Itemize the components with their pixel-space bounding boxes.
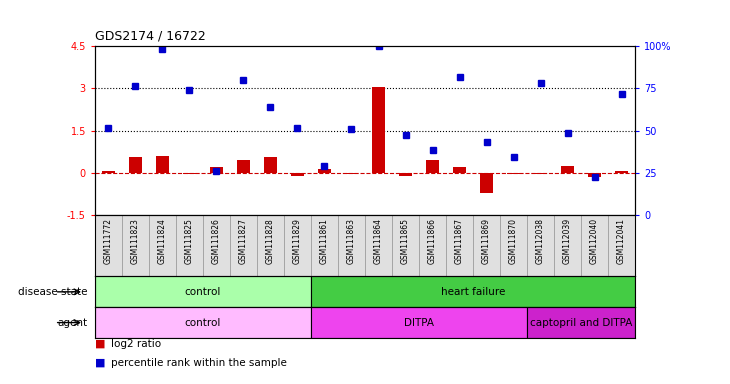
Bar xyxy=(95,307,311,338)
FancyBboxPatch shape xyxy=(446,215,473,276)
Text: GSM111866: GSM111866 xyxy=(428,218,437,264)
FancyBboxPatch shape xyxy=(176,215,203,276)
Bar xyxy=(453,167,466,173)
FancyBboxPatch shape xyxy=(149,215,176,276)
FancyBboxPatch shape xyxy=(392,215,419,276)
Bar xyxy=(615,170,629,173)
Bar xyxy=(182,173,196,174)
Bar xyxy=(399,173,412,175)
Text: GSM111869: GSM111869 xyxy=(482,218,491,264)
FancyBboxPatch shape xyxy=(122,215,149,276)
Text: control: control xyxy=(185,287,221,297)
Bar xyxy=(311,307,527,338)
Text: GSM111864: GSM111864 xyxy=(374,218,383,264)
FancyBboxPatch shape xyxy=(419,215,446,276)
FancyBboxPatch shape xyxy=(608,215,635,276)
Text: GSM112039: GSM112039 xyxy=(563,218,572,264)
Bar xyxy=(237,160,250,173)
FancyBboxPatch shape xyxy=(230,215,257,276)
Text: ■: ■ xyxy=(95,339,105,349)
Bar xyxy=(128,157,142,173)
FancyBboxPatch shape xyxy=(500,215,527,276)
FancyBboxPatch shape xyxy=(338,215,365,276)
Bar xyxy=(291,173,304,175)
Bar xyxy=(155,156,169,173)
Bar xyxy=(426,160,439,173)
Text: GDS2174 / 16722: GDS2174 / 16722 xyxy=(95,29,206,42)
Text: GSM111823: GSM111823 xyxy=(131,218,140,264)
FancyBboxPatch shape xyxy=(311,215,338,276)
Text: GSM111824: GSM111824 xyxy=(158,218,167,264)
Text: GSM112038: GSM112038 xyxy=(536,218,545,264)
Text: GSM111828: GSM111828 xyxy=(266,218,275,264)
Text: GSM111865: GSM111865 xyxy=(401,218,410,264)
Bar xyxy=(527,307,635,338)
FancyBboxPatch shape xyxy=(473,215,500,276)
Bar xyxy=(561,166,575,173)
Text: control: control xyxy=(185,318,221,328)
Bar xyxy=(480,173,493,192)
Text: heart failure: heart failure xyxy=(441,287,505,297)
Text: disease state: disease state xyxy=(18,287,88,297)
Text: agent: agent xyxy=(58,318,88,328)
Bar xyxy=(372,87,385,173)
Text: DITPA: DITPA xyxy=(404,318,434,328)
Bar xyxy=(507,173,520,174)
Text: log2 ratio: log2 ratio xyxy=(111,339,161,349)
Text: GSM111825: GSM111825 xyxy=(185,218,194,264)
Text: GSM111772: GSM111772 xyxy=(104,218,113,264)
FancyBboxPatch shape xyxy=(257,215,284,276)
FancyBboxPatch shape xyxy=(365,215,392,276)
Text: GSM112041: GSM112041 xyxy=(617,218,626,264)
Text: ■: ■ xyxy=(95,358,105,368)
Text: GSM111867: GSM111867 xyxy=(455,218,464,264)
Bar xyxy=(318,169,331,173)
Bar xyxy=(534,173,548,174)
Text: GSM111827: GSM111827 xyxy=(239,218,248,264)
Text: percentile rank within the sample: percentile rank within the sample xyxy=(111,358,287,368)
Text: GSM111863: GSM111863 xyxy=(347,218,356,264)
Bar xyxy=(101,171,115,173)
Bar xyxy=(588,173,602,177)
Bar xyxy=(95,276,311,307)
Bar xyxy=(210,167,223,173)
FancyBboxPatch shape xyxy=(203,215,230,276)
FancyBboxPatch shape xyxy=(284,215,311,276)
Text: GSM111829: GSM111829 xyxy=(293,218,302,264)
Text: GSM112040: GSM112040 xyxy=(590,218,599,264)
Text: captopril and DITPA: captopril and DITPA xyxy=(530,318,632,328)
FancyBboxPatch shape xyxy=(581,215,608,276)
Bar xyxy=(311,276,635,307)
Bar xyxy=(345,173,358,174)
FancyBboxPatch shape xyxy=(95,215,122,276)
Text: GSM111861: GSM111861 xyxy=(320,218,329,264)
Text: GSM111870: GSM111870 xyxy=(509,218,518,264)
Bar xyxy=(264,157,277,173)
FancyBboxPatch shape xyxy=(554,215,581,276)
Text: GSM111826: GSM111826 xyxy=(212,218,221,264)
FancyBboxPatch shape xyxy=(527,215,554,276)
